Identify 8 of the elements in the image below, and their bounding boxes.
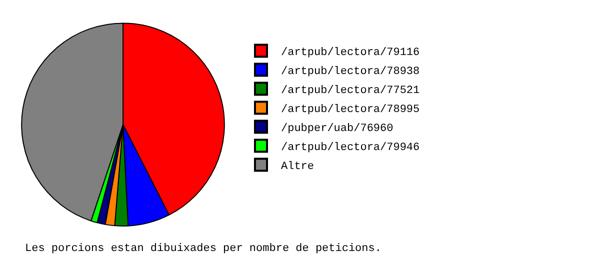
legend-label: /artpub/lectora/79946: [281, 142, 420, 154]
text: Les porcions estan dibuixades per nombre de peticions.: [25, 243, 382, 255]
legend-label: /pubper/uab/76960: [281, 122, 394, 135]
legend-label: /artpub/lectora/79116: [281, 46, 420, 59]
legend-label: /artpub/lectora/77521: [281, 84, 420, 97]
legend-label: /artpub/lectora/78938: [281, 66, 420, 78]
legend-label: /artpub/lectora/78995: [281, 104, 420, 116]
legend-label: Altre: [281, 160, 314, 173]
